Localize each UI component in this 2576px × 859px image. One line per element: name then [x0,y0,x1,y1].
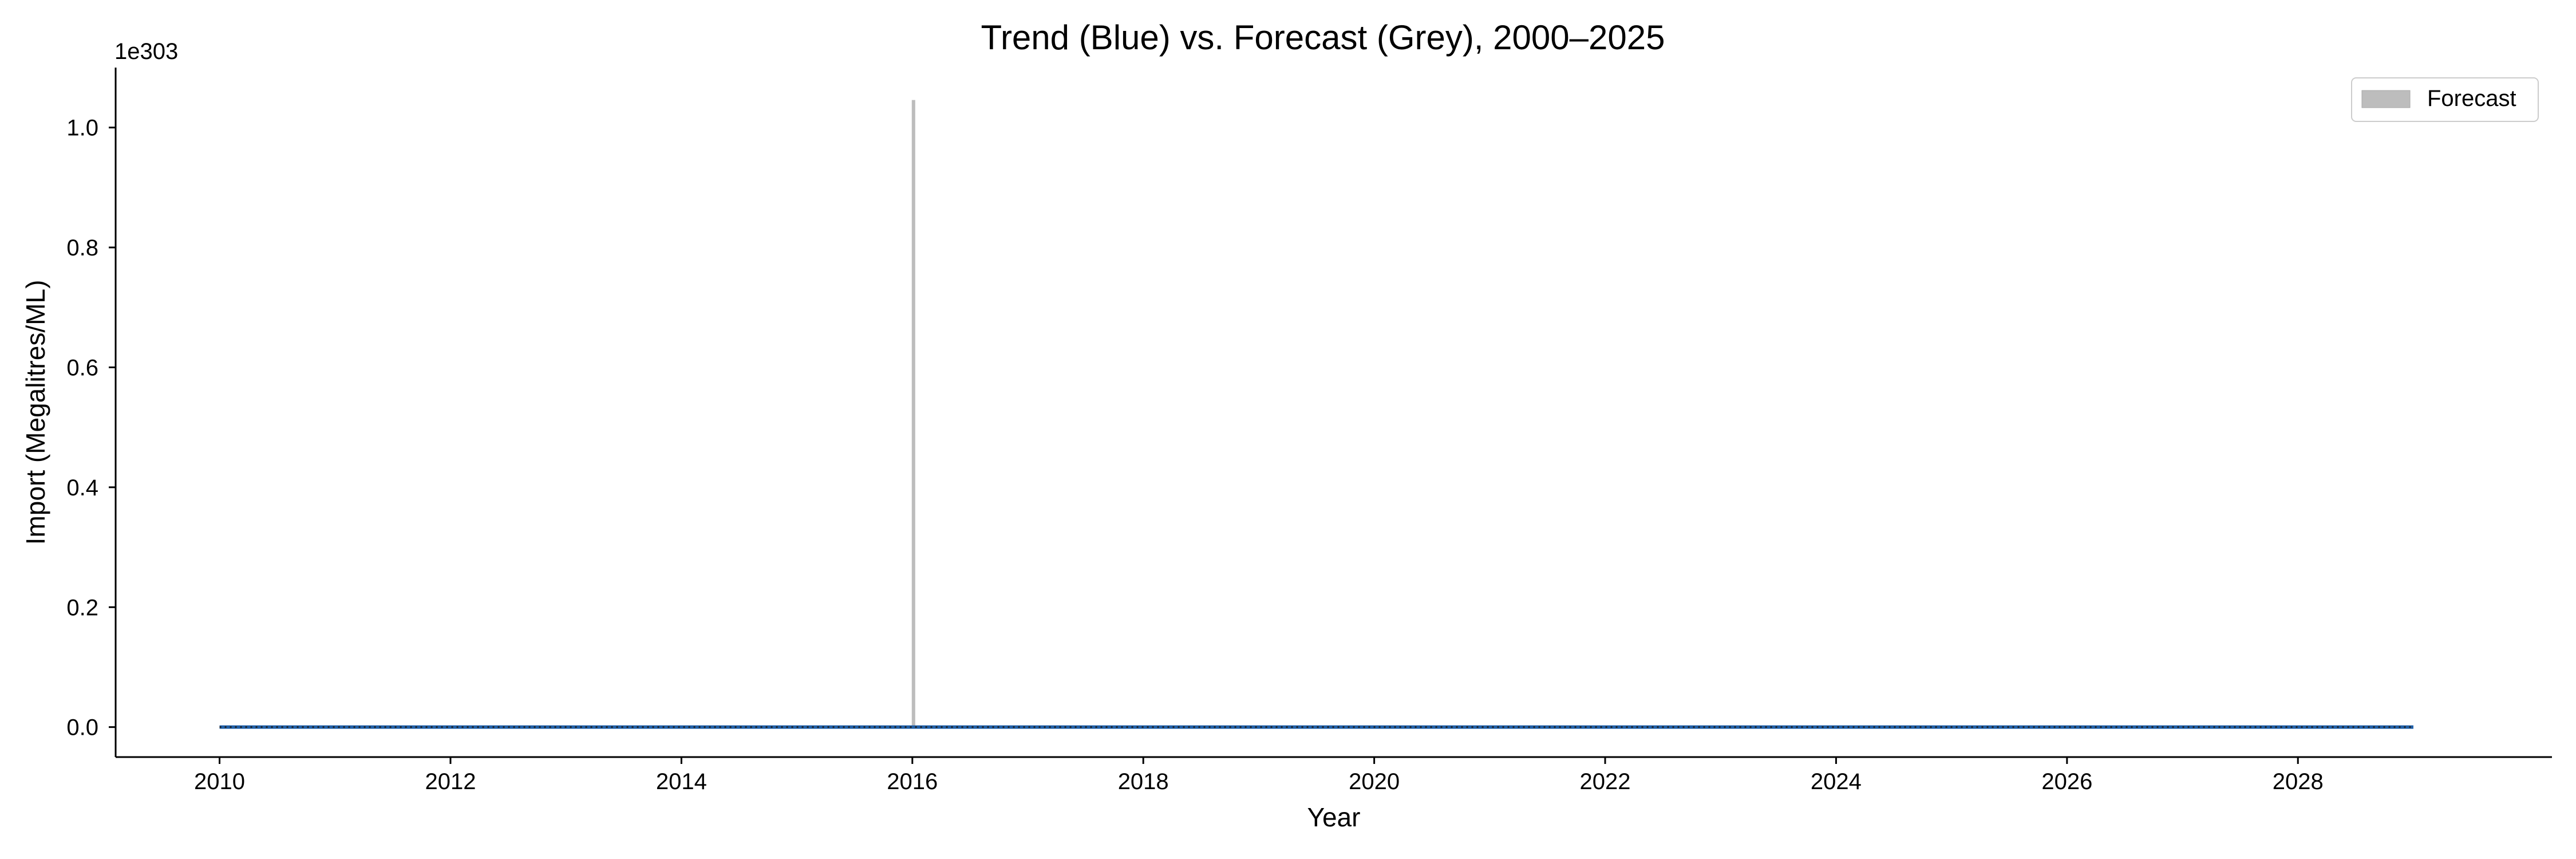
x-tick-label: 2010 [194,769,245,794]
y-offset-text: 1e303 [114,39,178,64]
x-tick-label: 2022 [1580,769,1631,794]
y-tick-label: 0.0 [66,715,98,740]
x-tick-label: 2028 [2273,769,2324,794]
x-tick-label: 2012 [425,769,476,794]
y-tick-label: 0.2 [66,595,98,620]
x-tick-label: 2024 [1811,769,1862,794]
chart-title: Trend (Blue) vs. Forecast (Grey), 2000–2… [981,18,1665,57]
y-axis-ticks: 0.0 0.2 0.4 0.6 0.8 1.0 [66,116,116,740]
x-tick-label: 2026 [2041,769,2092,794]
legend-box [2351,77,2539,122]
legend-forecast-label: Forecast [2427,86,2516,111]
y-tick-label: 0.4 [66,475,98,501]
forecast-area [911,100,915,728]
y-tick-label: 0.8 [66,235,98,261]
legend: Forecast [2351,77,2539,122]
y-tick-label: 0.6 [66,355,98,380]
x-tick-label: 2020 [1349,769,1400,794]
x-tick-label: 2014 [656,769,707,794]
legend-forecast-swatch [2361,90,2411,108]
x-tick-label: 2018 [1118,769,1169,794]
y-tick-label: 1.0 [66,116,98,141]
x-axis-ticks: 2010 2012 2014 2016 2018 2020 2022 2024 2026 2028 [194,757,2324,794]
y-axis-label: Import (Megalitres/ML) [21,280,50,545]
plot-area [219,100,2413,729]
x-tick-label: 2016 [887,769,938,794]
x-axis-label: Year [1307,802,1361,832]
